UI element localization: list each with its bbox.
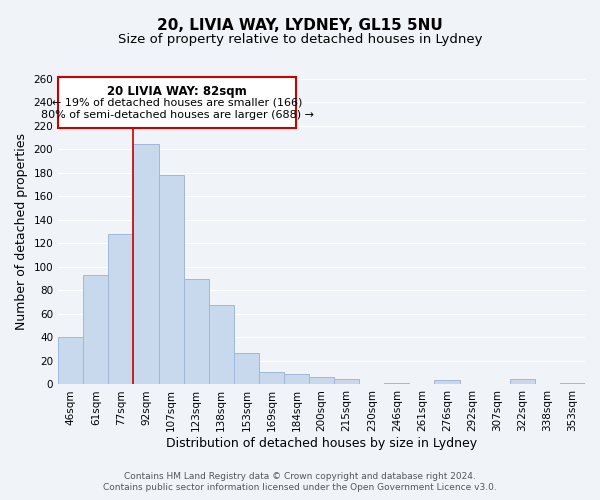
- Bar: [434, 380, 460, 384]
- Text: 20 LIVIA WAY: 82sqm: 20 LIVIA WAY: 82sqm: [107, 85, 247, 98]
- Bar: [309, 378, 334, 384]
- Bar: [184, 278, 209, 384]
- Bar: [234, 352, 259, 384]
- Bar: [209, 304, 234, 384]
- Bar: [284, 374, 309, 384]
- Bar: [259, 372, 284, 384]
- Bar: [83, 275, 109, 384]
- X-axis label: Distribution of detached houses by size in Lydney: Distribution of detached houses by size …: [166, 437, 477, 450]
- Text: ← 19% of detached houses are smaller (166): ← 19% of detached houses are smaller (16…: [52, 98, 302, 108]
- Text: 80% of semi-detached houses are larger (688) →: 80% of semi-detached houses are larger (…: [41, 110, 314, 120]
- Text: Size of property relative to detached houses in Lydney: Size of property relative to detached ho…: [118, 32, 482, 46]
- Bar: [334, 378, 359, 384]
- Text: 20, LIVIA WAY, LYDNEY, GL15 5NU: 20, LIVIA WAY, LYDNEY, GL15 5NU: [157, 18, 443, 32]
- Bar: [109, 234, 133, 384]
- Bar: [58, 338, 83, 384]
- Text: Contains HM Land Registry data © Crown copyright and database right 2024.: Contains HM Land Registry data © Crown c…: [124, 472, 476, 481]
- Bar: [58, 76, 296, 128]
- Bar: [158, 176, 184, 384]
- Bar: [133, 144, 158, 384]
- Bar: [510, 378, 535, 384]
- Text: Contains public sector information licensed under the Open Government Licence v3: Contains public sector information licen…: [103, 484, 497, 492]
- Y-axis label: Number of detached properties: Number of detached properties: [15, 133, 28, 330]
